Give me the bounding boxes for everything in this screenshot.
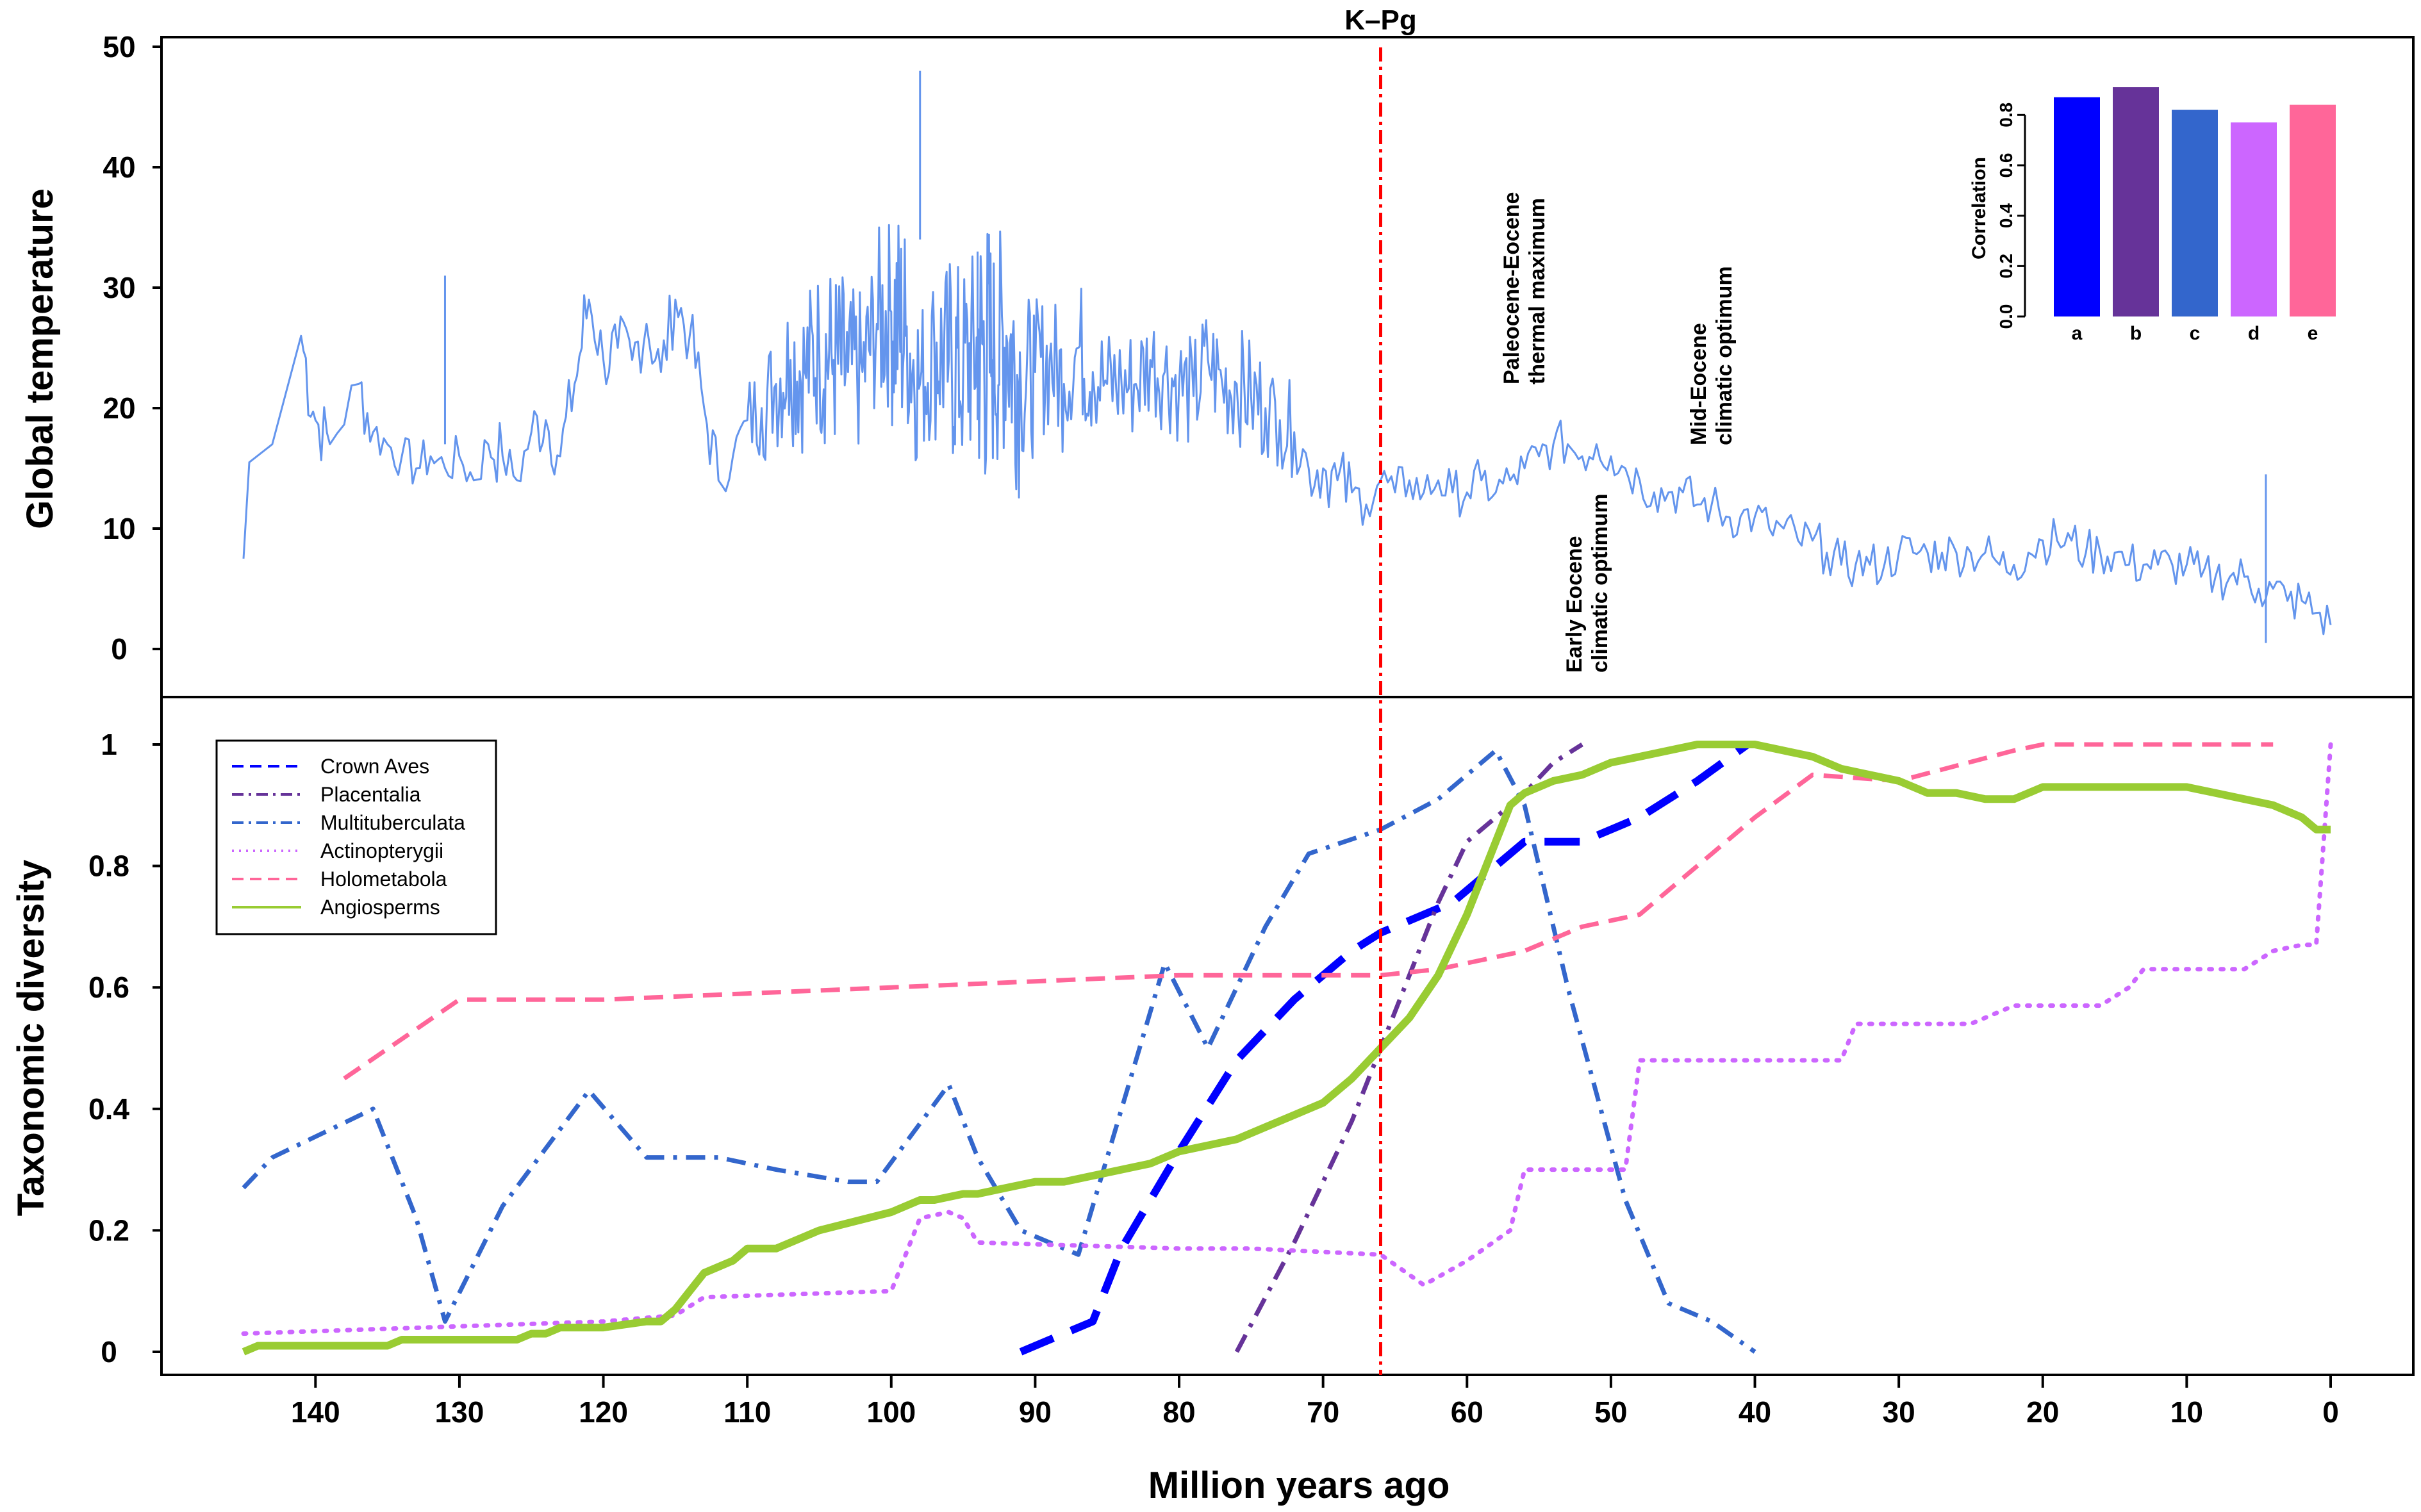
- x-tick-label: 10: [2170, 1395, 2203, 1429]
- temperature-annotation-line: Mid-Eocene: [1687, 323, 1711, 445]
- x-tick-label: 140: [291, 1395, 340, 1429]
- diversity-y-tick-label: 0.8: [88, 850, 129, 883]
- temperature-annotation-line: thermal maximum: [1525, 198, 1549, 384]
- x-tick-label: 100: [866, 1395, 916, 1429]
- temperature-line: [242, 224, 2332, 636]
- x-tick-label: 40: [1739, 1395, 1771, 1429]
- temperature-y-tick-label: 10: [103, 512, 135, 545]
- temperature-y-axis: 0 10 20 30 40 50: [103, 30, 161, 666]
- diversity-panel: 0 0.2 0.4 0.6 0.8 1 Taxonomic diversity Crown…: [10, 696, 2415, 1506]
- legend-label: Multituberculata: [320, 811, 465, 834]
- correlation-y-axis-title: Correlation: [1969, 157, 1990, 259]
- correlation-y-tick-label: 0.0: [1996, 304, 2016, 329]
- legend: Crown Aves Placentalia Multituberculata Act…: [215, 739, 497, 935]
- series-line-placentalia: [1234, 743, 1583, 1353]
- legend-label: Angiosperms: [320, 896, 440, 919]
- x-tick-label: 120: [579, 1395, 628, 1429]
- temperature-annotations: Paleocene-Eocene thermal maximum Early Eoc…: [1500, 192, 1737, 673]
- diversity-y-tick-label: 0.2: [88, 1213, 129, 1247]
- temperature-panel: 0 10 20 30 40 50 Global temperature Paleocene…: [19, 30, 2415, 698]
- correlation-bar-label: b: [2130, 323, 2142, 344]
- x-tick-label: 0: [2322, 1395, 2339, 1429]
- series-line-holometabola: [343, 742, 2274, 1081]
- x-tick-label: 20: [2026, 1395, 2059, 1429]
- diversity-y-tick-label: 0: [101, 1335, 117, 1368]
- correlation-bar: [2113, 87, 2159, 317]
- correlation-y-axis: 0.0 0.2 0.4 0.6 0.8: [1996, 103, 2026, 329]
- correlation-bar-label: e: [2308, 323, 2318, 344]
- legend-label: Placentalia: [320, 783, 421, 806]
- diversity-y-tick-label: 0.4: [88, 1092, 129, 1126]
- x-axis-title: Million years ago: [1148, 1465, 1450, 1506]
- temperature-annotation-line: Early Eocene: [1562, 536, 1587, 673]
- x-tick-label: 110: [723, 1395, 771, 1429]
- x-tick-label: 90: [1019, 1395, 1052, 1429]
- correlation-inset: 0.0 0.2 0.4 0.6 0.8 Correlation a b c d e: [1969, 87, 2336, 344]
- correlation-y-tick-label: 0.2: [1996, 254, 2016, 279]
- x-tick-label: 50: [1594, 1395, 1627, 1429]
- correlation-y-tick-label: 0.8: [1996, 103, 2016, 127]
- kpg-label: K–Pg: [1344, 4, 1416, 36]
- correlation-bar: [2054, 97, 2100, 317]
- diversity-series: [241, 741, 2333, 1356]
- x-tick-label: 130: [435, 1395, 484, 1429]
- temperature-y-tick-label: 20: [103, 391, 135, 425]
- kpg-boundary: K–Pg: [1344, 4, 1417, 1375]
- legend-box: [215, 739, 497, 935]
- x-tick-label: 60: [1451, 1395, 1483, 1429]
- diversity-y-axis-title: Taxonomic diversity: [10, 860, 52, 1217]
- temperature-y-axis-title: Global temperature: [19, 188, 61, 529]
- x-tick-label: 70: [1307, 1395, 1339, 1429]
- diversity-plot-frame: [160, 696, 2415, 1376]
- correlation-bar: [2172, 110, 2218, 316]
- temperature-y-tick-label: 30: [103, 271, 135, 304]
- temperature-annotation-line: Paleocene-Eocene: [1500, 192, 1524, 384]
- legend-label: Holometabola: [320, 867, 447, 891]
- legend-label: Actinopterygii: [320, 839, 443, 862]
- correlation-y-tick-label: 0.4: [1996, 203, 2016, 228]
- temperature-annotation-line: climatic optimum: [1712, 266, 1737, 445]
- correlation-y-tick-label: 0.6: [1996, 153, 2016, 178]
- diversity-y-tick-label: 1: [101, 728, 117, 761]
- x-axis: 140 130 120 110 100 90 80 70 60 50 40 30 20 10 0: [291, 1374, 2339, 1429]
- correlation-bar-label: a: [2072, 323, 2083, 344]
- series-line-actinopterygii: [241, 742, 2333, 1336]
- correlation-bars: a b c d e: [2054, 87, 2336, 344]
- correlation-bar: [2231, 122, 2277, 316]
- temperature-annotation-line: climatic optimum: [1588, 493, 1612, 673]
- x-tick-label: 80: [1162, 1395, 1195, 1429]
- temperature-series: [242, 70, 2332, 643]
- diversity-y-tick-label: 0.6: [88, 971, 129, 1004]
- correlation-bar-label: d: [2248, 323, 2260, 344]
- legend-label: Crown Aves: [320, 755, 429, 778]
- correlation-bar: [2290, 104, 2336, 316]
- diversity-y-axis: 0 0.2 0.4 0.6 0.8 1: [88, 728, 161, 1368]
- temperature-y-tick-label: 0: [111, 632, 128, 666]
- correlation-bar-label: c: [2190, 323, 2201, 344]
- series-line-angiosperms: [242, 741, 2331, 1356]
- x-tick-label: 30: [1883, 1395, 1915, 1429]
- temperature-y-tick-label: 50: [103, 30, 135, 63]
- temperature-y-tick-label: 40: [103, 151, 135, 184]
